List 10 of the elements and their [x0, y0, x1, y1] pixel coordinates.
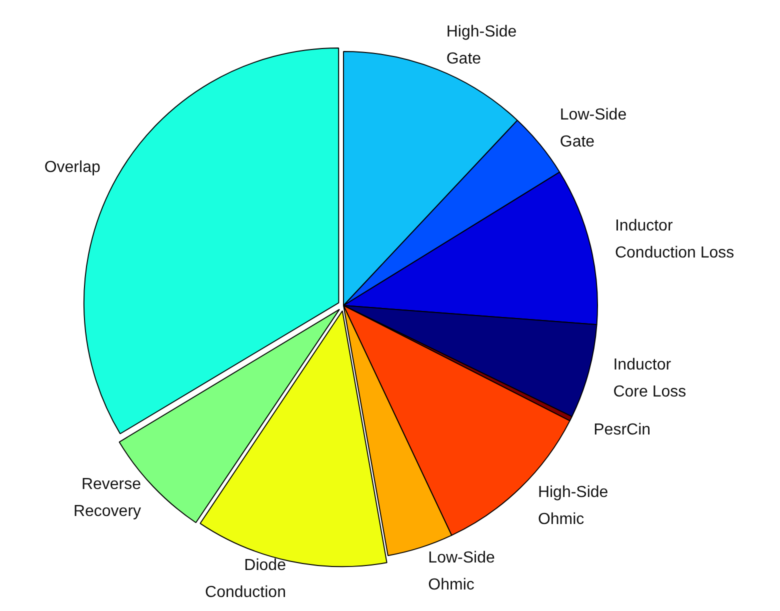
slice-label: Low-Side Gate — [560, 106, 627, 151]
slice-label: Reverse Recovery — [73, 476, 142, 520]
slice-label: High-Side Ohmic — [538, 484, 608, 528]
slice-label: PesrCin — [594, 421, 651, 438]
slice-label: Inductor Conduction Loss — [614, 217, 734, 262]
slice-label: Inductor Core Loss — [613, 356, 686, 400]
slice-label: High-Side Gate — [446, 24, 517, 68]
slice-label: Overlap — [44, 159, 100, 176]
slice-label: Low-Side Ohmic — [428, 550, 495, 594]
slice-label: Diode Conduction — [205, 556, 286, 601]
